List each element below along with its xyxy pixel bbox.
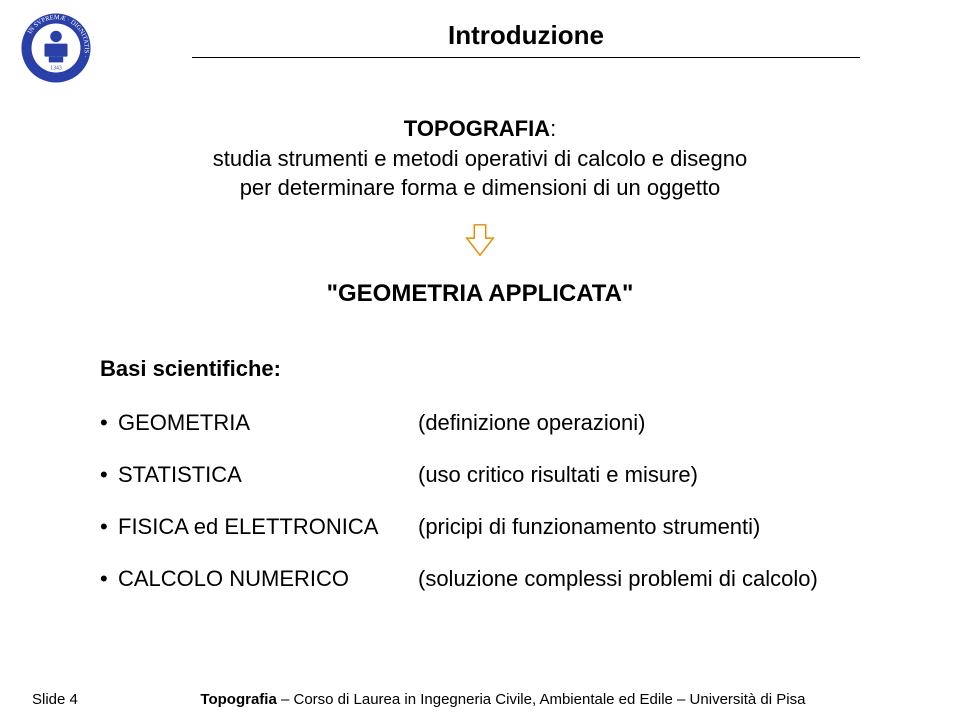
list-item: FISICA ed ELETTRONICA (pricipi di funzio… xyxy=(100,514,860,540)
footer: Slide 4 Topografia – Corso di Laurea in … xyxy=(0,691,960,708)
header: IN SVPREMÆ · DIGNITATIS · 1343 Introduzi… xyxy=(0,0,960,84)
university-logo: IN SVPREMÆ · DIGNITATIS · 1343 xyxy=(20,12,92,84)
bullet-icon xyxy=(100,462,118,488)
slide-title: Introduzione xyxy=(92,20,960,51)
bullet-icon xyxy=(100,514,118,540)
footer-course-rest: – Corso di Laurea in Ingegneria Civile, … xyxy=(277,691,806,708)
title-divider xyxy=(192,57,860,58)
item-left: STATISTICA xyxy=(118,462,418,488)
item-left: FISICA ed ELETTRONICA xyxy=(118,514,418,540)
slide-number: Slide 4 xyxy=(32,691,78,708)
item-right: (uso critico risultati e misure) xyxy=(418,462,860,488)
topografia-block: TOPOGRAFIA: studia strumenti e metodi op… xyxy=(100,114,860,203)
item-left: GEOMETRIA xyxy=(118,410,418,436)
bullet-icon xyxy=(100,566,118,592)
item-right: (soluzione complessi problemi di calcolo… xyxy=(418,566,860,592)
colon: : xyxy=(550,116,556,141)
title-block: Introduzione xyxy=(92,12,960,58)
topografia-label: TOPOGRAFIA xyxy=(404,116,550,141)
bullet-list: GEOMETRIA (definizione operazioni) STATI… xyxy=(100,410,860,592)
item-right: (pricipi di funzionamento strumenti) xyxy=(418,514,860,540)
down-arrow xyxy=(100,221,860,264)
footer-course-bold: Topografia xyxy=(200,691,276,708)
list-item: CALCOLO NUMERICO (soluzione complessi pr… xyxy=(100,566,860,592)
svg-text:1343: 1343 xyxy=(50,66,62,72)
topografia-line1: studia strumenti e metodi operativi di c… xyxy=(213,146,747,171)
footer-text: Topografia – Corso di Laurea in Ingegner… xyxy=(78,691,928,708)
item-right: (definizione operazioni) xyxy=(418,410,860,436)
content: TOPOGRAFIA: studia strumenti e metodi op… xyxy=(0,84,960,592)
bullet-icon xyxy=(100,410,118,436)
list-item: STATISTICA (uso critico risultati e misu… xyxy=(100,462,860,488)
slide: IN SVPREMÆ · DIGNITATIS · 1343 Introduzi… xyxy=(0,0,960,722)
topografia-line2: per determinare forma e dimensioni di un… xyxy=(240,175,721,200)
item-left: CALCOLO NUMERICO xyxy=(118,566,418,592)
basi-scientifiche-label: Basi scientifiche: xyxy=(100,356,860,382)
geometria-applicata: "GEOMETRIA APPLICATA" xyxy=(100,280,860,308)
list-item: GEOMETRIA (definizione operazioni) xyxy=(100,410,860,436)
